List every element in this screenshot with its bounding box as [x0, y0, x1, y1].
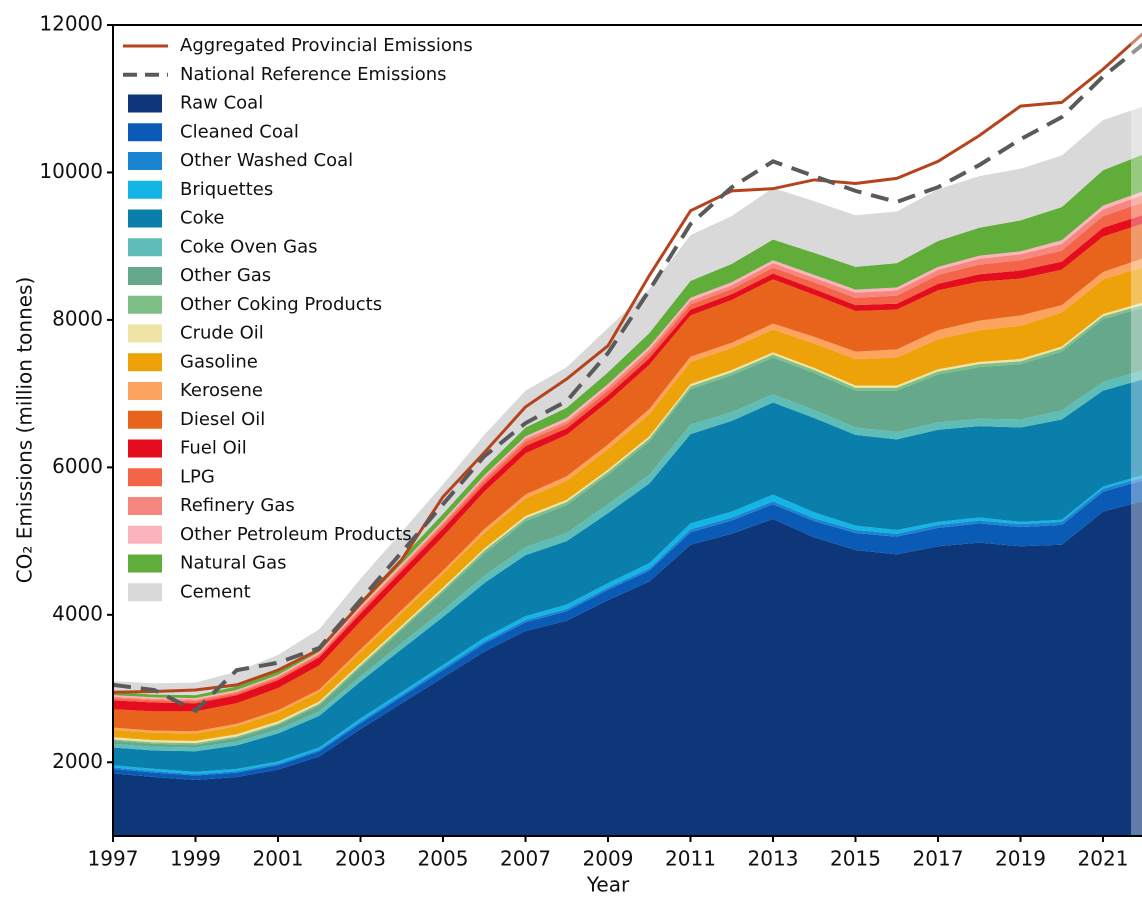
legend-label: National Reference Emissions: [180, 64, 447, 85]
area-6: [113, 308, 1142, 748]
legend-label: Fuel Oil: [180, 438, 247, 459]
legend: Aggregated Provincial Emissions National …: [123, 35, 473, 602]
legend-swatch: [128, 525, 162, 544]
legend-swatch: [128, 497, 162, 515]
legend-label: Aggregated Provincial Emissions: [180, 35, 473, 56]
y-tick-label: 6000: [52, 454, 103, 478]
legend-swatch: [128, 123, 162, 142]
y-tick-label: 8000: [52, 306, 103, 330]
legend-label: Gasoline: [180, 351, 258, 372]
legend-label: LPG: [180, 466, 215, 487]
legend-label: Coke: [180, 208, 224, 229]
legend-swatch: [128, 324, 162, 343]
legend-swatch: [128, 209, 162, 228]
legend-label: Natural Gas: [180, 553, 286, 574]
x-tick-label: 2007: [500, 847, 551, 871]
legend-swatch: [128, 382, 162, 400]
legend-label: Diesel Oil: [180, 409, 265, 430]
legend-swatch: [128, 238, 162, 257]
legend-swatch: [128, 267, 162, 285]
legend-label: Coke Oven Gas: [180, 236, 318, 257]
highlight-band: [1131, 25, 1142, 836]
x-tick-label: 2001: [253, 847, 304, 871]
plot-area: [113, 32, 1142, 836]
legend-swatch: [128, 410, 162, 429]
x-tick-label: 2015: [830, 847, 881, 871]
area-11: [113, 224, 1142, 732]
axes: [107, 24, 1142, 842]
legend-label: Refinery Gas: [180, 495, 295, 516]
legend-swatch: [128, 583, 162, 602]
legend-swatch: [128, 554, 162, 573]
y-axis-label: CO₂ Emissions (million tonnes): [13, 277, 37, 584]
legend-swatch: [128, 439, 162, 458]
legend-swatch: [128, 180, 162, 199]
area-4: [113, 379, 1142, 772]
area-17: [113, 106, 1142, 696]
x-tick-label: 2009: [583, 847, 634, 871]
x-tick-label: 2005: [418, 847, 469, 871]
legend-label: Other Washed Coal: [180, 150, 353, 171]
legend-swatch: [128, 353, 162, 372]
x-tick-label: 2017: [913, 847, 964, 871]
legend-swatch: [128, 468, 162, 487]
legend-label: Other Coking Products: [180, 294, 382, 315]
y-tick-label: 12000: [39, 12, 103, 36]
x-axis-label: Year: [586, 873, 630, 897]
legend-label: Cement: [180, 581, 251, 602]
line-series: [113, 42, 1142, 714]
legend-label: Briquettes: [180, 179, 273, 200]
legend-swatch: [128, 94, 162, 113]
x-tick-label: 1997: [88, 847, 139, 871]
y-tick-label: 4000: [52, 601, 103, 625]
x-tick-label: 2013: [748, 847, 799, 871]
x-tick-label: 2003: [335, 847, 386, 871]
x-tick-label: 2011: [665, 847, 716, 871]
x-tick-label: 2019: [995, 847, 1046, 871]
x-tick-label: 1999: [170, 847, 221, 871]
legend-swatch: [128, 152, 162, 170]
line-series: [113, 32, 1142, 694]
legend-label: Other Gas: [180, 265, 271, 286]
y-tick-label: 10000: [39, 159, 103, 183]
legend-label: Other Petroleum Products: [180, 524, 412, 545]
y-tick-label: 2000: [52, 749, 103, 773]
legend-label: Raw Coal: [180, 93, 263, 114]
legend-label: Kerosene: [180, 380, 263, 401]
area-0: [113, 501, 1142, 836]
x-tick-label: 2021: [1078, 847, 1129, 871]
legend-swatch: [128, 295, 162, 314]
legend-label: Cleaned Coal: [180, 121, 299, 142]
legend-label: Crude Oil: [180, 323, 264, 344]
